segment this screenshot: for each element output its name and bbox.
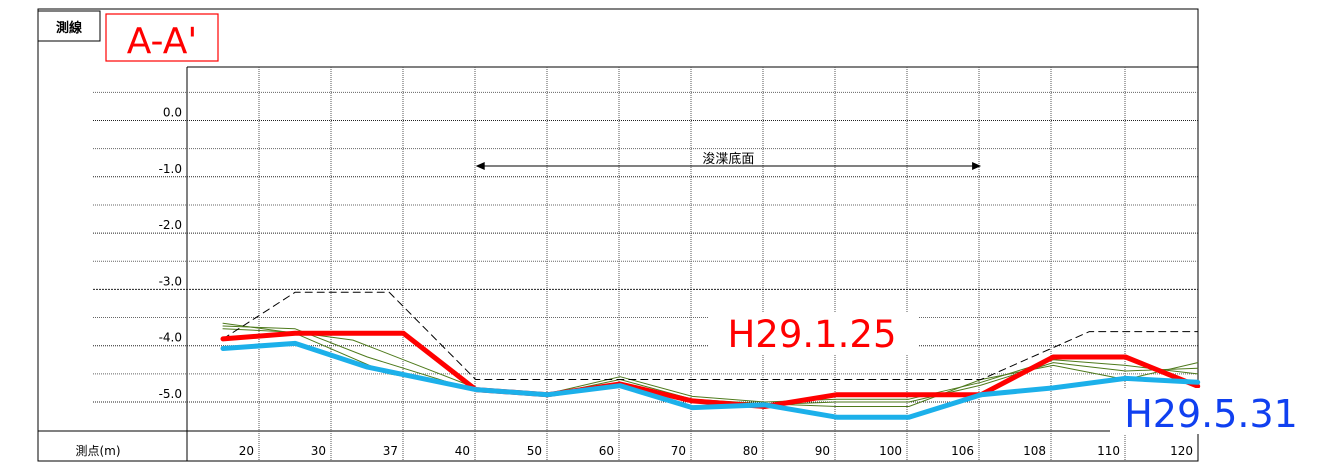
y-tick-label: -4.0 bbox=[159, 331, 182, 345]
x-tick-label: 60 bbox=[599, 444, 614, 458]
x-tick-label: 90 bbox=[815, 444, 830, 458]
annotation-h29-5-31-bg bbox=[1110, 388, 1310, 434]
y-tick-label: -1.0 bbox=[159, 162, 182, 176]
y-tick-label: -3.0 bbox=[159, 274, 182, 288]
x-tick-label: 106 bbox=[951, 444, 974, 458]
y-tick-label: 0.0 bbox=[163, 106, 182, 120]
series-design-profile bbox=[222, 291, 1199, 380]
y-tick-label: -5.0 bbox=[159, 387, 182, 401]
x-tick-labels: 20 30 37 40 50 60 70 80 90 100 106 108 110 120 bbox=[239, 444, 1193, 458]
x-tick-label: 20 bbox=[239, 444, 254, 458]
dredge-arrow-left-head bbox=[475, 162, 485, 170]
series-h29-5-31 bbox=[220, 340, 1201, 420]
section-label: A-A' bbox=[127, 21, 198, 62]
x-tick-label: 120 bbox=[1170, 444, 1193, 458]
annotation-h29-1-25-bg bbox=[708, 312, 918, 354]
plot-frame bbox=[37, 8, 1199, 462]
x-tick-label: 30 bbox=[311, 444, 326, 458]
header-label-box bbox=[37, 10, 101, 42]
annotation-h29-5-31: H29.5.31 bbox=[1124, 392, 1298, 436]
x-tick-label: 100 bbox=[879, 444, 902, 458]
x-tick-label: 80 bbox=[743, 444, 758, 458]
section-label-box bbox=[105, 13, 219, 62]
x-tick-label: 108 bbox=[1023, 444, 1046, 458]
y-tick-labels: 0.0 -1.0 -2.0 -3.0 -4.0 -5.0 bbox=[159, 106, 182, 402]
series-layer bbox=[220, 291, 1201, 420]
line-label: 測線 bbox=[56, 20, 83, 36]
dredge-arrow-right-head bbox=[972, 162, 982, 170]
grid-layer bbox=[37, 8, 1199, 462]
x-tick-label: 40 bbox=[455, 444, 470, 458]
dredge-label: 浚渫底面 bbox=[702, 151, 754, 167]
x-tick-label: 110 bbox=[1097, 444, 1120, 458]
dredge-bottom-indicator: 浚渫底面 bbox=[475, 151, 982, 170]
x-tick-label: 70 bbox=[671, 444, 686, 458]
x-tick-label: 37 bbox=[383, 444, 398, 458]
x-axis-title: 測点(m) bbox=[75, 444, 120, 458]
annotation-h29-1-25: H29.1.25 bbox=[727, 313, 896, 356]
axes-layer: 測線 A-A' 測点(m) bbox=[37, 10, 219, 458]
y-tick-label: -2.0 bbox=[159, 218, 182, 232]
x-tick-label: 50 bbox=[527, 444, 542, 458]
annotations-layer: H29.1.25 H29.5.31 bbox=[708, 312, 1310, 436]
